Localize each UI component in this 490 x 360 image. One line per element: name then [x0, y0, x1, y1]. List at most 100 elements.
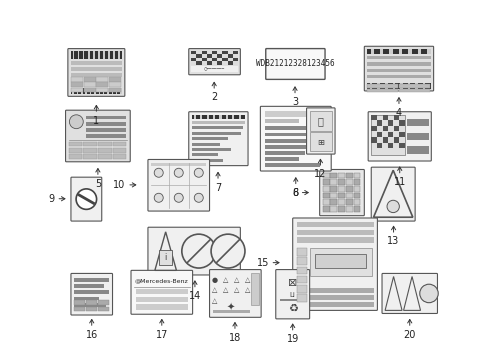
- Bar: [237, 115, 239, 120]
- Text: 18: 18: [229, 333, 241, 343]
- Bar: [117, 51, 119, 59]
- Bar: [420, 83, 423, 89]
- Bar: [239, 115, 241, 120]
- Bar: [108, 51, 110, 59]
- Bar: [227, 51, 233, 54]
- Bar: [212, 61, 217, 65]
- Bar: [71, 88, 73, 94]
- Bar: [354, 179, 361, 185]
- Bar: [280, 299, 306, 301]
- FancyBboxPatch shape: [148, 227, 240, 275]
- Bar: [120, 51, 122, 59]
- Bar: [383, 138, 388, 143]
- Bar: [88, 51, 90, 59]
- Bar: [198, 115, 200, 120]
- Text: 1: 1: [93, 116, 99, 126]
- Bar: [191, 66, 238, 72]
- Bar: [372, 83, 375, 89]
- Bar: [374, 49, 377, 54]
- Bar: [233, 51, 238, 54]
- Bar: [383, 126, 388, 131]
- Bar: [330, 179, 337, 185]
- Bar: [296, 276, 307, 283]
- Bar: [228, 115, 230, 120]
- Bar: [233, 61, 238, 65]
- Bar: [395, 83, 398, 89]
- Bar: [84, 88, 85, 94]
- Bar: [428, 83, 431, 89]
- Bar: [415, 49, 418, 54]
- Polygon shape: [373, 170, 413, 217]
- Bar: [392, 83, 395, 89]
- Bar: [76, 51, 78, 59]
- Bar: [191, 54, 196, 58]
- Bar: [354, 186, 361, 192]
- Bar: [338, 179, 345, 185]
- Bar: [200, 115, 202, 120]
- Text: 9: 9: [49, 194, 55, 204]
- Bar: [383, 83, 385, 89]
- Bar: [296, 295, 373, 300]
- Bar: [71, 77, 83, 82]
- Bar: [212, 54, 217, 58]
- Bar: [323, 199, 330, 205]
- Bar: [192, 137, 228, 140]
- Bar: [69, 148, 82, 153]
- Bar: [412, 49, 415, 54]
- Text: Li: Li: [290, 292, 295, 298]
- Bar: [330, 193, 337, 198]
- Bar: [371, 115, 376, 120]
- Bar: [371, 115, 405, 156]
- Bar: [212, 51, 217, 54]
- Bar: [83, 154, 97, 159]
- Bar: [346, 206, 353, 212]
- Bar: [368, 84, 398, 88]
- Text: ○───────: ○───────: [204, 67, 225, 71]
- Bar: [338, 199, 345, 205]
- Bar: [368, 75, 431, 78]
- Bar: [265, 120, 299, 123]
- Bar: [380, 49, 383, 54]
- Bar: [115, 88, 116, 94]
- Bar: [383, 49, 386, 54]
- Bar: [107, 88, 109, 94]
- Bar: [136, 289, 188, 294]
- Bar: [106, 51, 108, 59]
- Bar: [192, 148, 230, 151]
- Bar: [109, 88, 110, 94]
- Bar: [73, 88, 74, 94]
- Bar: [98, 142, 112, 147]
- Bar: [207, 115, 209, 120]
- Bar: [227, 61, 233, 65]
- Bar: [217, 51, 222, 54]
- Text: 14: 14: [189, 291, 201, 301]
- Bar: [81, 51, 83, 59]
- Bar: [390, 49, 392, 54]
- Bar: [265, 157, 299, 161]
- Bar: [323, 206, 330, 212]
- Bar: [399, 89, 430, 93]
- Text: △: △: [223, 287, 228, 293]
- Circle shape: [70, 115, 83, 129]
- Bar: [113, 51, 115, 59]
- Bar: [77, 88, 78, 94]
- Bar: [74, 278, 109, 282]
- Bar: [74, 297, 99, 300]
- Bar: [346, 172, 353, 179]
- Bar: [423, 83, 425, 89]
- Bar: [100, 51, 101, 59]
- Bar: [151, 163, 206, 166]
- Bar: [315, 254, 366, 268]
- Bar: [100, 88, 101, 94]
- Bar: [191, 58, 196, 61]
- Bar: [323, 186, 330, 192]
- Bar: [90, 51, 91, 59]
- Bar: [346, 199, 353, 205]
- Circle shape: [154, 193, 163, 202]
- Bar: [227, 58, 233, 61]
- Text: 6: 6: [292, 188, 298, 198]
- Bar: [296, 222, 373, 227]
- Bar: [354, 193, 361, 198]
- Bar: [265, 151, 305, 155]
- Bar: [113, 88, 115, 94]
